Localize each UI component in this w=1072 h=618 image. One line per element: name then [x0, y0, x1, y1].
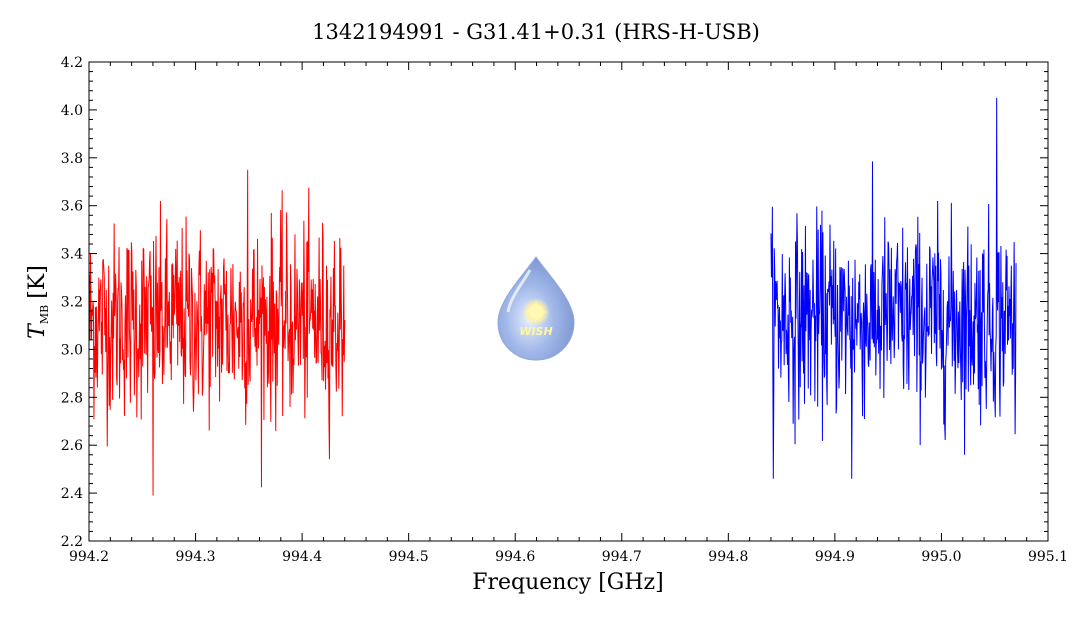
y-tick-label: 3.6 [61, 199, 83, 215]
x-axis-label: Frequency [GHz] [472, 570, 664, 595]
x-tick-label: 994.7 [602, 549, 642, 565]
y-tick-label: 2.6 [61, 438, 83, 454]
wish-logo-text: WISH [519, 325, 552, 338]
chart-title: 1342194991 - G31.41+0.31 (HRS-H-USB) [312, 20, 760, 44]
x-tick-label: 994.3 [176, 549, 216, 565]
y-axis-label-symbol: T [25, 322, 50, 339]
x-tick-label: 994.6 [495, 549, 535, 565]
y-axis-label-unit: [K] [25, 265, 50, 299]
y-tick-label: 3.8 [61, 151, 83, 167]
y-tick-label: 4.0 [61, 103, 83, 119]
y-tick-label: 3.4 [61, 247, 83, 263]
x-tick-label: 994.2 [69, 549, 109, 565]
x-tick-label: 995.0 [921, 549, 961, 565]
y-tick-label: 2.4 [61, 486, 83, 502]
x-tick-label: 994.4 [282, 549, 322, 565]
x-tick-label: 994.9 [815, 549, 855, 565]
x-tick-label: 994.8 [708, 549, 748, 565]
y-tick-label: 3.0 [61, 342, 83, 358]
y-axis-label: TMB [K] [25, 265, 51, 339]
y-axis-label-subscript: MB [38, 305, 51, 324]
x-axis: 994.2 994.3 994.4 994.5 994.6 994.7 994.8 994.9… [69, 62, 1068, 565]
y-tick-label: 2.2 [61, 534, 83, 550]
y-axis: 2.2 2.4 2.6 2.8 3.0 3.2 3.4 3.6 3.8 4.0 4.2 [61, 55, 1048, 550]
y-tick-label: 4.2 [61, 55, 83, 71]
x-tick-label: 994.5 [389, 549, 429, 565]
series-layer [88, 97, 1017, 496]
y-tick-label: 3.2 [61, 295, 83, 311]
spectrum-series-2 [770, 97, 1017, 479]
y-tick-label: 2.8 [61, 390, 83, 406]
x-tick-label: 995.1 [1028, 549, 1068, 565]
spectrum-series-1 [88, 169, 346, 496]
wish-logo: WISH [497, 256, 575, 361]
